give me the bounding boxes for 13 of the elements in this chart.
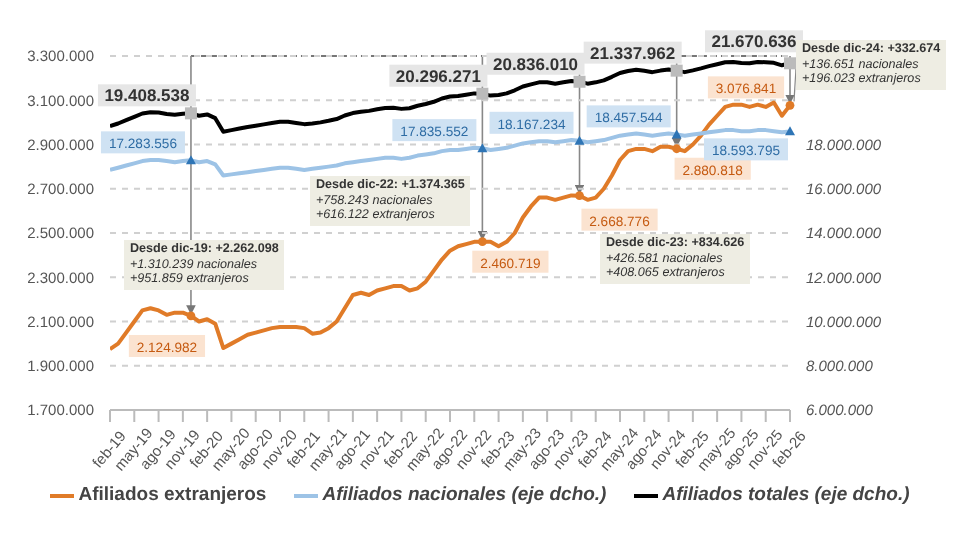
legend-label: Afiliados extranjeros xyxy=(76,484,267,506)
data-label: 20.296.271 xyxy=(395,65,482,86)
legend-label: Afiliados totales (eje dcho.) xyxy=(660,484,910,506)
point xyxy=(477,237,487,247)
point xyxy=(186,311,196,321)
point xyxy=(575,191,584,201)
data-label: 19.408.538 xyxy=(104,85,191,106)
data-label: 21.337.962 xyxy=(590,42,676,63)
data-label: 20.836.010 xyxy=(492,53,579,74)
data-label: 21.670.636 xyxy=(711,31,798,52)
point xyxy=(672,144,682,154)
point xyxy=(785,100,795,110)
legend-label: Afiliados nacionales (eje dcho.) xyxy=(320,484,607,506)
